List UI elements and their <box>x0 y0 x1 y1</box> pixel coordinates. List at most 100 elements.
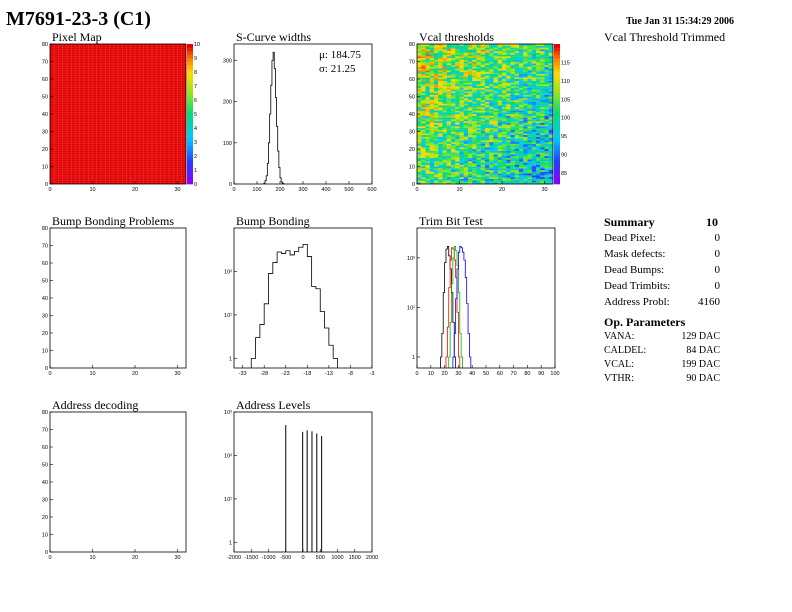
summary-value: 0 <box>714 264 721 276</box>
vcal-pixel-cell <box>480 117 486 120</box>
vcal-pixel-cell <box>497 133 503 136</box>
vcal-pixel-cell <box>446 84 452 87</box>
vcal-pixel-cell <box>489 166 494 169</box>
vcal-thresholds-colorbar-cell <box>554 47 560 52</box>
vcal-pixel-cell <box>480 126 486 129</box>
vcal-pixel-cell <box>489 68 494 71</box>
vcal-pixel-cell <box>442 145 447 148</box>
vcal-pixel-cell <box>442 107 447 109</box>
vcal-pixel-cell <box>480 65 486 67</box>
vcal-pixel-cell <box>497 112 503 115</box>
vcal-pixel-cell <box>540 124 545 127</box>
vcal-pixel-cell <box>485 180 490 183</box>
pixel-map-colorbar-cell <box>187 79 193 83</box>
vcal-pixel-cell <box>459 138 464 141</box>
vcal-pixel-cell <box>510 117 515 120</box>
vcal-thresholds-colorbar-label: 115 <box>561 60 570 66</box>
vcal-pixel-cell <box>502 135 507 137</box>
vcal-pixel-cell <box>544 147 549 150</box>
pixel-map-colorbar-cell <box>187 138 193 143</box>
vcal-pixel-cell <box>455 128 460 130</box>
vcal-pixel-cell <box>429 47 435 50</box>
vcal-pixel-cell <box>468 66 473 69</box>
vcal-pixel-cell <box>463 65 469 67</box>
vcal-pixel-cell <box>497 157 503 160</box>
vcal-pixel-cell <box>523 143 528 146</box>
vcal-pixel-cell <box>421 66 426 69</box>
vcal-pixel-cell <box>442 112 447 115</box>
vcal-pixel-cell <box>523 45 528 48</box>
vcal-pixel-cell <box>536 129 541 132</box>
vcal-pixel-cell <box>502 94 507 97</box>
vcal-pixel-cell <box>493 177 498 179</box>
vcal-pixel-cell <box>425 91 430 94</box>
vcal-pixel-cell <box>480 75 486 78</box>
vcal-pixel-cell <box>493 161 498 164</box>
vcal-pixel-cell <box>506 168 511 171</box>
op-param-value: 199 DAC <box>681 359 720 370</box>
vcal-pixel-cell <box>497 79 503 81</box>
vcal-pixel-cell <box>506 65 511 67</box>
vcal-pixel-cell <box>417 47 422 50</box>
vcal-pixel-cell <box>536 77 541 80</box>
vcal-pixel-cell <box>502 45 507 48</box>
vcal-pixel-cell <box>417 79 422 81</box>
vcal-pixel-cell <box>485 157 490 160</box>
vcal-pixel-cell <box>510 131 515 134</box>
vcal-pixel-cell <box>480 110 486 113</box>
vcal-pixel-cell <box>519 154 524 157</box>
vcal-pixel-cell <box>434 163 439 165</box>
vcal-pixel-cell <box>455 87 460 90</box>
vcal-pixel-cell <box>425 122 430 125</box>
vcal-pixel-cell <box>476 171 481 174</box>
vcal-pixel-cell <box>523 121 528 123</box>
vcal-pixel-cell <box>536 73 541 76</box>
vcal-pixel-cell <box>548 84 554 87</box>
vcal-pixel-cell <box>455 75 460 78</box>
vcal-pixel-cell <box>544 164 549 167</box>
vcal-pixel-cell <box>527 177 532 179</box>
vcal-pixel-cell <box>434 79 439 81</box>
vcal-pixel-cell <box>476 178 481 181</box>
vcal-pixel-cell <box>523 142 528 144</box>
vcal-pixel-cell <box>514 52 520 55</box>
vcal-pixel-cell <box>434 72 439 74</box>
op-param-label: CALDEL: <box>604 345 647 356</box>
pixel-map-y-tick-label: 70 <box>42 60 48 66</box>
vcal-pixel-cell <box>540 110 545 113</box>
vcal-pixel-cell <box>472 168 477 171</box>
vcal-pixel-cell <box>493 110 498 113</box>
vcal-pixel-cell <box>421 68 426 71</box>
vcal-pixel-cell <box>519 51 524 53</box>
vcal-pixel-cell <box>519 52 524 55</box>
vcal-pixel-cell <box>536 80 541 83</box>
address-levels-x-tick-label: 2000 <box>366 555 378 561</box>
vcal-pixel-cell <box>476 142 481 144</box>
vcal-pixel-cell <box>476 147 481 150</box>
vcal-pixel-cell <box>497 84 503 87</box>
vcal-pixel-cell <box>506 45 511 48</box>
vcal-pixel-cell <box>476 93 481 95</box>
scurve-widths-y-tick-label: 100 <box>223 141 232 147</box>
vcal-pixel-cell <box>519 135 524 137</box>
vcal-pixel-cell <box>510 70 515 73</box>
vcal-pixel-cell <box>497 82 503 85</box>
vcal-pixel-cell <box>497 128 503 130</box>
vcal-pixel-cell <box>451 63 456 66</box>
vcal-pixel-cell <box>417 159 422 162</box>
vcal-pixel-cell <box>489 168 494 171</box>
vcal-pixel-cell <box>485 156 490 158</box>
vcal-pixel-cell <box>463 112 469 115</box>
vcal-pixel-cell <box>446 114 452 116</box>
vcal-pixel-cell <box>536 59 541 62</box>
vcal-thresholds-colorbar-cell <box>554 103 560 108</box>
vcal-pixel-cell <box>442 119 447 122</box>
pixel-map-colorbar-cell <box>187 75 193 80</box>
vcal-pixel-cell <box>489 115 494 118</box>
vcal-pixel-cell <box>434 131 439 134</box>
vcal-pixel-cell <box>429 68 435 71</box>
vcal-pixel-cell <box>493 72 498 74</box>
vcal-pixel-cell <box>531 161 537 164</box>
vcal-pixel-cell <box>497 98 503 101</box>
vcal-pixel-cell <box>502 164 507 167</box>
